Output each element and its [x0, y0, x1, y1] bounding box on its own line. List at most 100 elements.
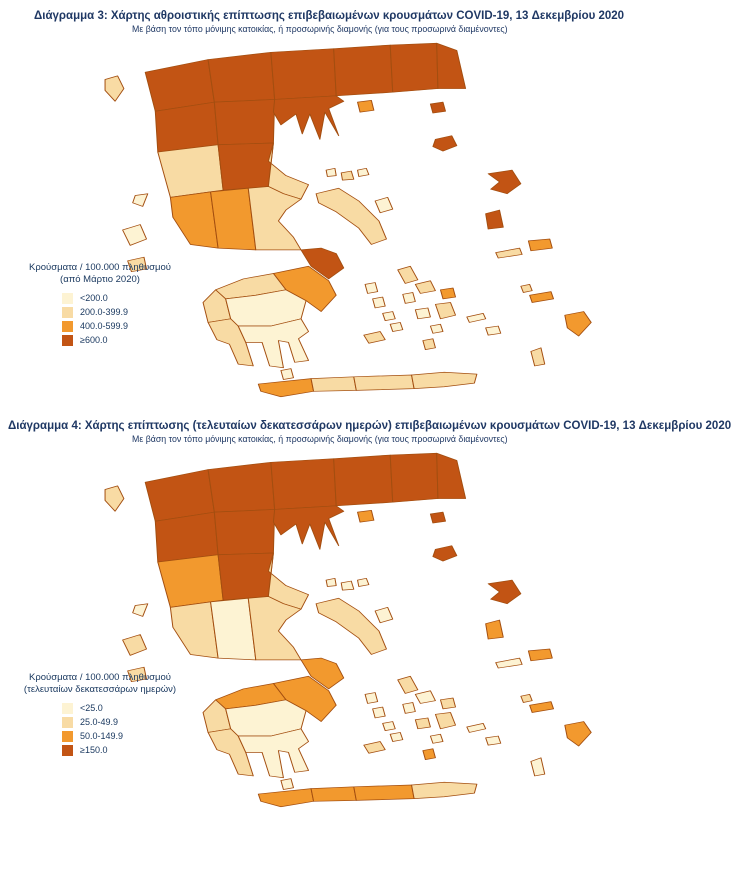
map-region-n6	[436, 452, 467, 499]
map-region-santorini	[422, 748, 436, 760]
map-region-m8	[247, 596, 302, 661]
choropleth-map-14day	[104, 452, 592, 808]
map-region-n5	[389, 452, 439, 503]
figure-3-title: Διάγραμμα 3: Χάρτης αθροιστικής επίπτωση…	[34, 10, 625, 22]
map-region-thasos	[357, 99, 375, 113]
map-region-kythnos	[372, 296, 386, 309]
map-region-astypalea	[485, 735, 502, 746]
map-region-kalymnos	[520, 283, 533, 293]
map-region-zakynthos	[127, 666, 148, 683]
map-region-m1	[154, 511, 219, 563]
map-region-karpathos	[530, 757, 546, 777]
legend-swatch	[62, 334, 73, 346]
map-region-thasos	[357, 509, 375, 523]
map-region-pr5	[207, 318, 254, 367]
figure-4-title: Διάγραμμα 4: Χάρτης επίπτωσης (τελευταίω…	[8, 420, 732, 432]
map-region-tinos	[414, 690, 436, 704]
map-region-m2	[213, 99, 276, 146]
legend-item: ≥600.0	[62, 334, 190, 346]
map-region-m10	[300, 657, 345, 690]
legend-items: <200.0 200.0-399.9 400.0-599.9 ≥600.0	[62, 292, 190, 346]
map-region-ios	[429, 323, 444, 334]
map-region-amorgos	[466, 312, 487, 323]
map-region-ikaria	[495, 247, 523, 259]
map-region-skiathos	[325, 167, 337, 177]
map-region-kythnos	[372, 706, 386, 719]
legend-items: <25.0 25.0-49.9 50.0-149.9 ≥150.0	[62, 702, 190, 756]
map-region-paros	[414, 307, 431, 320]
legend-title-line2: (τελευταίων δεκατεσσάρων ημερών)	[23, 684, 177, 696]
legend-title-line2: (από Μάρτιο 2020)	[60, 274, 140, 286]
map-region-cr4	[411, 781, 478, 799]
map-region-kos	[529, 291, 555, 303]
legend-label: 50.0-149.9	[80, 731, 124, 742]
map-region-n5	[389, 42, 439, 93]
map-region-skyros	[374, 196, 394, 214]
map-region-corfu	[104, 75, 125, 102]
map-region-m4	[217, 552, 274, 601]
map-region-zakynthos	[127, 256, 148, 273]
legend-swatch	[62, 730, 73, 742]
map-region-m10	[300, 247, 345, 280]
map-region-cr4	[411, 371, 478, 389]
map-region-ch	[272, 95, 345, 140]
map-region-samothraki	[429, 101, 446, 114]
map-region-samos	[527, 648, 553, 662]
map-region-m3	[157, 144, 224, 198]
figure-3: Διάγραμμα 3: Χάρτης αθροιστικής επίπτωση…	[0, 0, 734, 408]
map-region-limnos	[432, 545, 458, 562]
map-region-n6	[436, 42, 467, 89]
map-region-syros	[402, 292, 416, 304]
map-region-andros	[397, 675, 419, 694]
map-region-cr1	[257, 788, 315, 808]
map-region-m6	[169, 191, 219, 249]
legend-swatch	[62, 320, 73, 332]
map-region-n2	[207, 51, 276, 103]
legend-title: Κρούσματα / 100.000 πληθυσμού (από Μάρτι…	[10, 262, 190, 287]
map-region-naxos	[434, 302, 457, 320]
legend-swatch	[62, 744, 73, 756]
legend-item: 400.0-599.9	[62, 320, 190, 332]
map-region-syros	[402, 702, 416, 714]
map-region-kefalonia	[122, 634, 148, 656]
map-region-astypalea	[485, 325, 502, 336]
map-region-m4	[217, 142, 274, 191]
map-region-pr6	[237, 318, 310, 369]
map-region-cr3	[353, 784, 415, 801]
figure-4: Διάγραμμα 4: Χάρτης επίπτωσης (τελευταίω…	[0, 420, 734, 818]
map-region-samothraki	[429, 511, 446, 524]
map-region-chios	[485, 209, 504, 230]
figure-4-legend: Κρούσματα / 100.000 πληθυσμού (τελευταίω…	[10, 672, 190, 759]
map-region-m2	[213, 509, 276, 556]
legend-label: 400.0-599.9	[80, 321, 129, 332]
map-region-m3	[157, 554, 224, 608]
map-region-kea	[364, 692, 379, 704]
map-region-n2	[207, 461, 276, 513]
legend-swatch	[62, 292, 73, 304]
legend-swatch	[62, 306, 73, 318]
legend-swatch	[62, 716, 73, 728]
map-region-rhodes	[564, 311, 592, 337]
map-region-lesvos	[487, 579, 522, 605]
legend-label: ≥600.0	[80, 335, 108, 346]
map-region-chios	[485, 619, 504, 640]
figure-3-legend: Κρούσματα / 100.000 πληθυσμού (από Μάρτι…	[10, 262, 190, 349]
legend-item: <200.0	[62, 292, 190, 304]
map-region-mykonos	[439, 697, 457, 710]
map-region-n3	[270, 458, 337, 510]
map-region-alonissos	[357, 577, 370, 587]
map-region-milos	[363, 331, 386, 344]
map-region-kefalonia	[122, 224, 148, 246]
map-region-santorini	[422, 338, 436, 350]
map-region-serifos	[382, 721, 396, 731]
map-region-karpathos	[530, 347, 546, 367]
map-region-ios	[429, 733, 444, 744]
map-region-lefkada	[132, 603, 149, 617]
map-region-sifnos	[389, 322, 404, 332]
map-region-cr2	[310, 376, 357, 392]
map-region-kos	[529, 701, 555, 713]
map-region-limnos	[432, 135, 458, 152]
legend-title-line1: Κρούσματα / 100.000 πληθυσμού	[29, 262, 171, 273]
legend-label: 25.0-49.9	[80, 717, 119, 728]
map-region-pr6	[237, 728, 310, 779]
